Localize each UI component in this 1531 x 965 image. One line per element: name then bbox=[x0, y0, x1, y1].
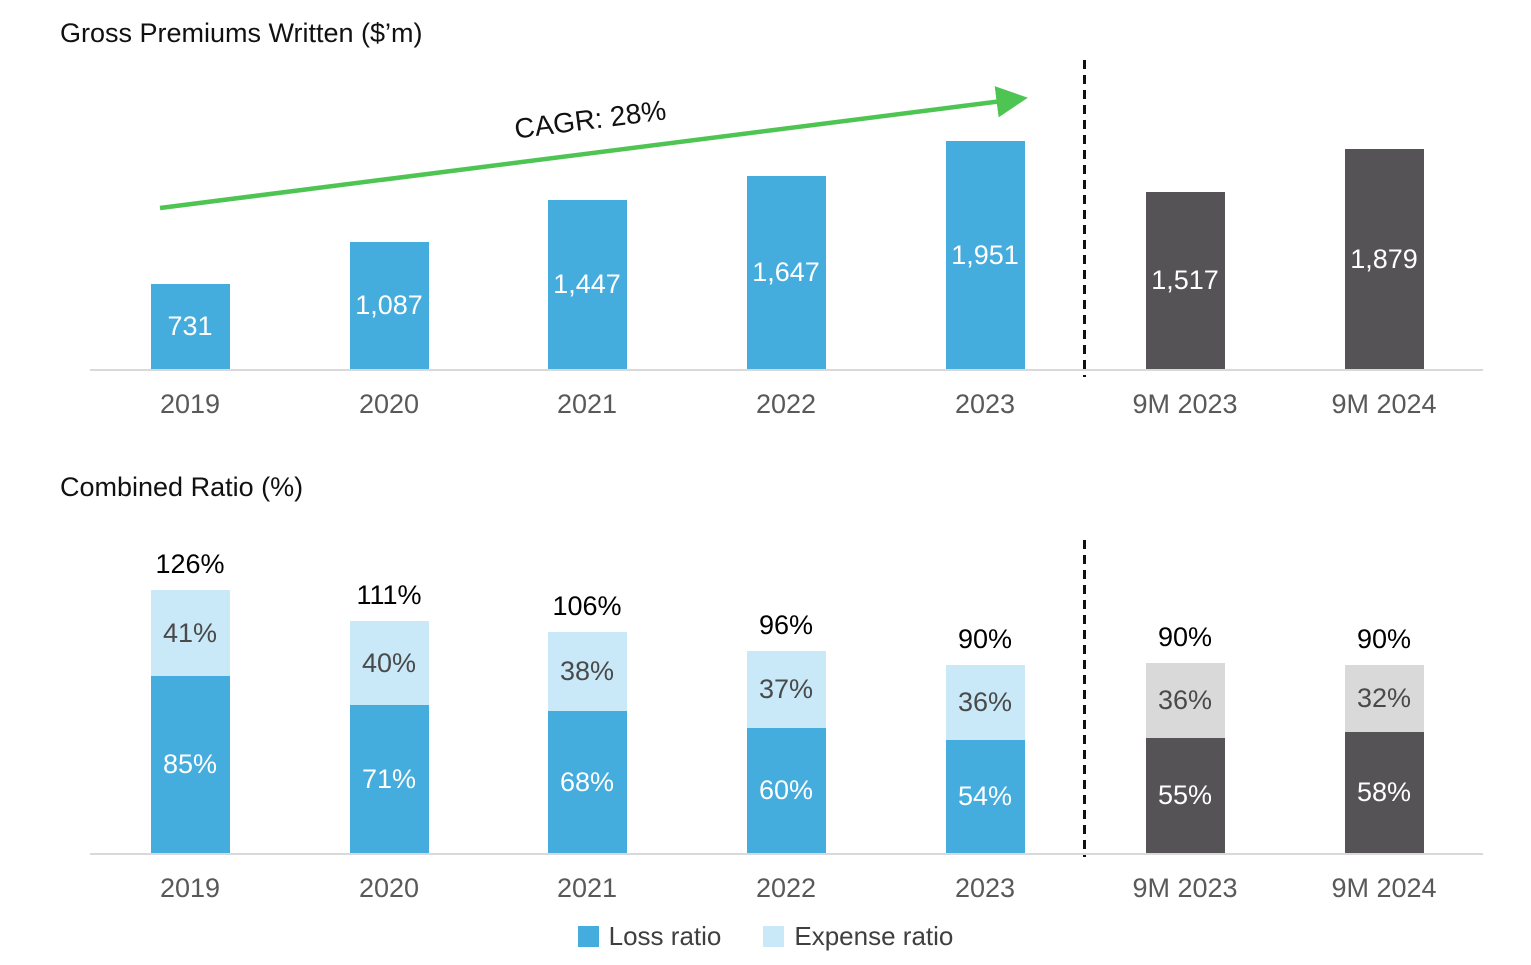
gpw-chart-title: Gross Premiums Written ($’m) bbox=[60, 18, 423, 48]
loss-ratio-segment: 55% bbox=[1145, 738, 1225, 853]
cagr-growth-arrow-icon bbox=[159, 86, 1028, 211]
cr-axis-label-2019: 2019 bbox=[159, 873, 221, 903]
cr-bar-2023: 36% 54% bbox=[945, 665, 1025, 853]
cr-total-label-2020: 111% bbox=[356, 580, 422, 610]
gpw-bar-value-label: 1,951 bbox=[951, 239, 1019, 270]
gpw-bar-2021: 1,447 bbox=[547, 200, 627, 369]
gpw-bar-value-label: 1,087 bbox=[355, 290, 423, 320]
cr-bar-2020: 40% 71% bbox=[349, 621, 429, 853]
cr-axis-label-9m-2023: 9M 2023 bbox=[1132, 873, 1238, 903]
cr-bar-2019: 41% 85% bbox=[150, 590, 230, 853]
expense-ratio-segment: 36% bbox=[945, 665, 1025, 740]
expense-ratio-segment: 36% bbox=[1145, 663, 1225, 738]
combined-ratio-chart-title: Combined Ratio (%) bbox=[60, 472, 304, 502]
gpw-bar-2019: 731 bbox=[150, 284, 230, 369]
loss-ratio-segment: 85% bbox=[150, 676, 230, 853]
cr-axis-label-2021: 2021 bbox=[556, 873, 618, 903]
gpw-axis-label-2023: 2023 bbox=[954, 389, 1016, 419]
gpw-axis-label-2021: 2021 bbox=[556, 389, 618, 419]
cr-bar-9m-2024: 32% 58% bbox=[1344, 665, 1424, 853]
cr-axis-label-2020: 2020 bbox=[358, 873, 420, 903]
gpw-plot: CAGR: 28% 731 2019 1,087 2020 1,447 2021 1,647… bbox=[0, 60, 1531, 419]
expense-ratio-swatch-icon bbox=[763, 926, 785, 947]
expense-ratio-segment: 32% bbox=[1344, 665, 1424, 732]
gpw-bar-2022: 1,647 bbox=[746, 176, 826, 369]
loss-ratio-swatch-icon bbox=[577, 926, 599, 947]
cr-total-label-9m-2023: 90% bbox=[1157, 622, 1213, 652]
cr-x-axis-line bbox=[90, 853, 1483, 855]
loss-ratio-legend-label: Loss ratio bbox=[608, 921, 722, 951]
cr-total-label-9m-2024: 90% bbox=[1356, 624, 1412, 654]
period-divider-line bbox=[1083, 60, 1086, 377]
cr-total-label-2023: 90% bbox=[957, 624, 1013, 654]
gpw-bar-value-label: 1,517 bbox=[1151, 265, 1219, 295]
expense-ratio-segment: 38% bbox=[547, 632, 627, 711]
cr-total-label-2021: 106% bbox=[552, 591, 622, 621]
cr-axis-label-2022: 2022 bbox=[755, 873, 817, 903]
gpw-bar-value-label: 731 bbox=[167, 311, 213, 341]
period-divider-line-2 bbox=[1083, 540, 1086, 857]
loss-ratio-segment: 60% bbox=[746, 728, 826, 853]
expense-ratio-segment: 37% bbox=[746, 651, 826, 728]
cr-bar-2022: 37% 60% bbox=[746, 651, 826, 853]
expense-ratio-segment: 41% bbox=[150, 590, 230, 676]
legend: Loss ratio Expense ratio bbox=[0, 921, 1531, 952]
cr-bar-9m-2023: 36% 55% bbox=[1145, 663, 1225, 853]
gpw-bar-9m-2023: 1,517 bbox=[1145, 192, 1225, 369]
gpw-bar-value-label: 1,447 bbox=[553, 269, 621, 299]
cr-total-label-2019: 126% bbox=[155, 549, 225, 579]
loss-ratio-segment: 54% bbox=[945, 740, 1025, 853]
gpw-bar-9m-2024: 1,879 bbox=[1344, 149, 1424, 369]
loss-ratio-segment: 58% bbox=[1344, 732, 1424, 853]
combined-ratio-plot: 41% 85% 126% 2019 40% 71% 111% 2020 38% 68% 106% 20… bbox=[0, 540, 1531, 903]
cr-bar-2021: 38% 68% bbox=[547, 632, 627, 853]
expense-ratio-segment: 40% bbox=[349, 621, 429, 705]
gpw-axis-label-2020: 2020 bbox=[358, 389, 420, 419]
gpw-bar-2020: 1,087 bbox=[349, 242, 429, 369]
gpw-axis-label-9m-2023: 9M 2023 bbox=[1132, 389, 1238, 419]
gpw-bar-value-label: 1,879 bbox=[1350, 243, 1418, 274]
loss-ratio-segment: 71% bbox=[349, 705, 429, 853]
legend-item-expense-ratio: Expense ratio bbox=[763, 921, 953, 952]
cr-axis-label-9m-2024: 9M 2024 bbox=[1331, 873, 1437, 903]
gpw-bar-2023: 1,951 bbox=[945, 141, 1025, 369]
cr-axis-label-2023: 2023 bbox=[954, 873, 1016, 903]
gpw-axis-label-9m-2024: 9M 2024 bbox=[1331, 389, 1437, 419]
expense-ratio-legend-label: Expense ratio bbox=[794, 921, 954, 951]
legend-item-loss-ratio: Loss ratio bbox=[577, 921, 722, 952]
gpw-x-axis-line bbox=[90, 369, 1483, 371]
gpw-bar-value-label: 1,647 bbox=[752, 257, 820, 287]
gpw-axis-label-2019: 2019 bbox=[159, 389, 221, 419]
gpw-axis-label-2022: 2022 bbox=[755, 389, 817, 419]
cr-total-label-2022: 96% bbox=[758, 610, 814, 640]
loss-ratio-segment: 68% bbox=[547, 711, 627, 853]
